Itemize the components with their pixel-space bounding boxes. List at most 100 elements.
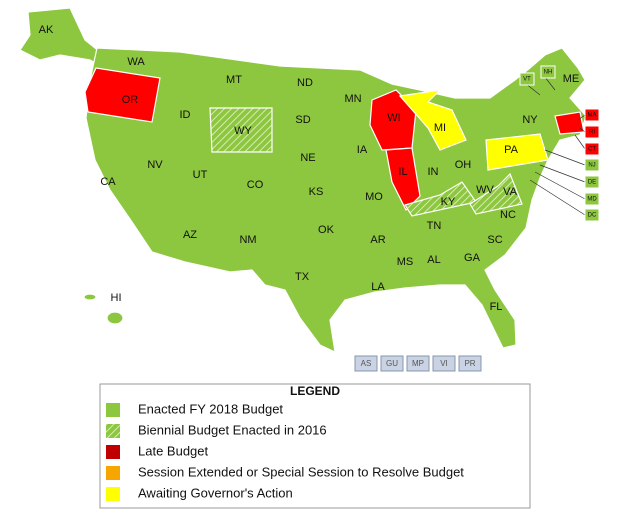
- territory-label: PR: [464, 359, 475, 368]
- state-label: ID: [180, 109, 191, 121]
- state-label: UT: [193, 169, 208, 181]
- legend-swatch: [106, 445, 120, 459]
- pennsylvania: [485, 133, 549, 171]
- callout-line: [544, 149, 586, 166]
- callout-box: [584, 208, 600, 222]
- callout-line: [577, 114, 586, 121]
- callout-label: DE: [588, 180, 596, 186]
- state-label: NV: [147, 159, 163, 171]
- state-label: TN: [427, 220, 442, 232]
- virginia: [469, 172, 523, 215]
- michigan: [398, 89, 467, 151]
- state-label: AR: [370, 234, 385, 246]
- legend: LEGEND Enacted FY 2018 Budget Biennial Bud…: [99, 383, 531, 509]
- callout-label: CT: [588, 147, 596, 153]
- callout-label: DC: [588, 213, 597, 219]
- callout-box: [519, 72, 535, 86]
- callout-line: [579, 127, 586, 133]
- state-label: ME: [563, 73, 580, 85]
- territory-button: [458, 355, 482, 372]
- state-label: MO: [365, 191, 383, 203]
- state-label: OH: [455, 159, 472, 171]
- state-label: TX: [295, 271, 310, 283]
- state-label: SC: [487, 234, 502, 246]
- territory-button: [406, 355, 430, 372]
- state-label: HI: [111, 292, 122, 304]
- callout-label: MA: [588, 113, 597, 119]
- legend-swatch: [106, 424, 120, 438]
- callout-box: [584, 175, 600, 189]
- kentucky: [404, 181, 478, 217]
- legend-title: LEGEND: [290, 384, 340, 398]
- hawaii: [83, 293, 97, 301]
- map-shapes: [19, 7, 587, 354]
- oregon: [84, 67, 161, 123]
- callout-box: [584, 108, 600, 122]
- state-label: GA: [464, 252, 481, 264]
- state-label: WY: [234, 125, 252, 137]
- legend-swatch: [106, 466, 120, 480]
- territory-button: [432, 355, 456, 372]
- callout-line: [574, 134, 586, 150]
- callout-line: [534, 171, 586, 200]
- state-label: MS: [397, 256, 414, 268]
- state-label: NE: [300, 152, 315, 164]
- state-label: ND: [297, 77, 313, 89]
- callout-label: VT: [523, 77, 531, 83]
- territory-label: AS: [361, 359, 372, 368]
- state-label: NY: [522, 114, 538, 126]
- state-label: WV: [476, 184, 494, 196]
- state-label: WA: [127, 56, 145, 68]
- territory-label: VI: [440, 359, 448, 368]
- state-label: WI: [387, 112, 400, 124]
- hawaii: [106, 311, 124, 325]
- callout-box: [540, 65, 556, 79]
- legend-label: Biennial Budget Enacted in 2016: [138, 422, 327, 437]
- state-label: CA: [100, 176, 116, 188]
- legend-label: Session Extended or Special Session to R…: [138, 464, 464, 479]
- state-label: FL: [490, 301, 503, 313]
- callout-box: [584, 125, 600, 139]
- callout-label: NH: [544, 70, 553, 76]
- legend-swatch: [106, 403, 120, 417]
- state-label: VA: [503, 186, 518, 198]
- new-england-late: [554, 111, 585, 135]
- state-label: OK: [318, 224, 335, 236]
- state-label: LA: [371, 281, 385, 293]
- territory-label: MP: [412, 359, 424, 368]
- state-label: MN: [344, 93, 361, 105]
- state-label: IL: [398, 166, 407, 178]
- state-label: CO: [247, 179, 264, 191]
- callout-label: RI: [589, 130, 595, 136]
- callout-label: MD: [587, 197, 597, 203]
- state-label: MT: [226, 74, 242, 86]
- legend-swatch: [106, 487, 120, 501]
- state-label: OR: [122, 94, 139, 106]
- state-label: SD: [295, 114, 310, 126]
- territory-button: [354, 355, 378, 372]
- territory-button: [380, 355, 404, 372]
- state-label: IN: [428, 166, 439, 178]
- callout-line: [529, 179, 586, 216]
- wyoming: [209, 107, 273, 153]
- callout-label: NJ: [588, 163, 595, 169]
- state-label: AK: [39, 24, 54, 36]
- legend-label: Awaiting Governor's Action: [138, 485, 293, 500]
- state-label: IA: [357, 144, 368, 156]
- legend-box: [99, 383, 531, 509]
- state-label: KS: [309, 186, 324, 198]
- callout-box: [584, 142, 600, 156]
- state-label: PA: [504, 144, 519, 156]
- state-label: AL: [427, 254, 440, 266]
- callout-line: [539, 164, 586, 183]
- state-label: MI: [434, 122, 446, 134]
- callout-box: [584, 158, 600, 172]
- legend-label: Enacted FY 2018 Budget: [138, 401, 283, 416]
- legend-label: Late Budget: [138, 443, 209, 458]
- callout-box: [584, 192, 600, 206]
- territory-label: GU: [386, 359, 398, 368]
- state-label: AZ: [183, 229, 197, 241]
- state-label: NC: [500, 209, 516, 221]
- state-label: KY: [441, 196, 456, 208]
